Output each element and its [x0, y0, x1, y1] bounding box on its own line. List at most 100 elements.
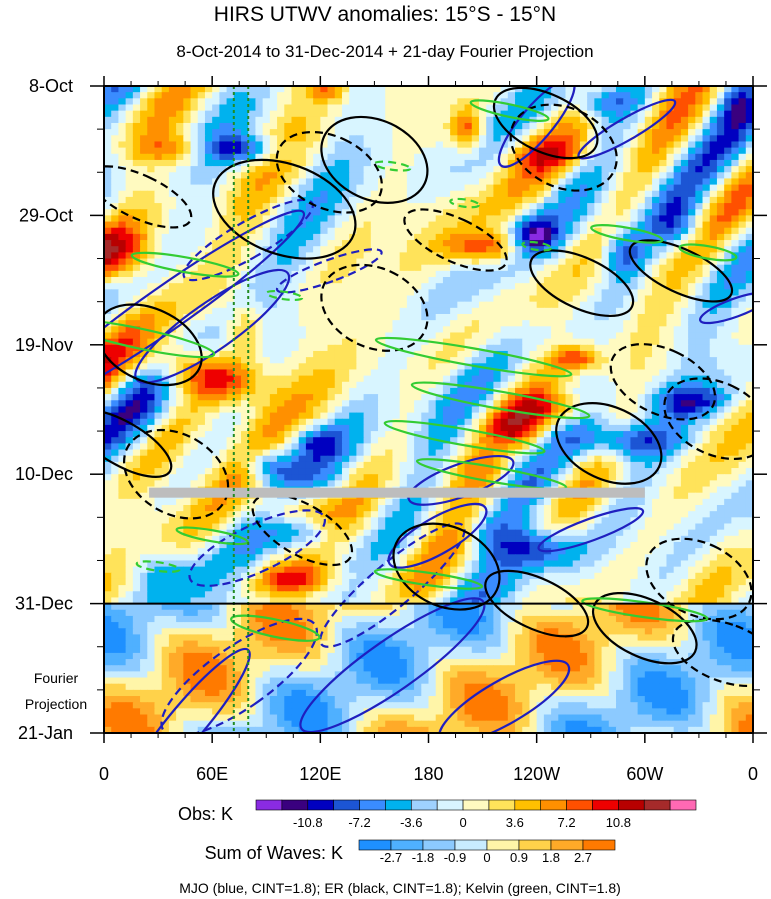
heatmap-cell	[630, 387, 639, 395]
heatmap-cell	[536, 184, 545, 192]
heatmap-cell	[183, 227, 192, 235]
heatmap-cell	[543, 203, 552, 210]
heatmap-cell	[745, 375, 753, 383]
heatmap-cell	[284, 350, 293, 358]
heatmap-cell	[493, 196, 502, 204]
heatmap-cell	[594, 104, 603, 112]
heatmap-cell	[464, 116, 473, 124]
heatmap-cell	[680, 332, 689, 340]
heatmap-cell	[298, 264, 307, 272]
heatmap-cell	[716, 400, 725, 408]
heatmap-cell	[507, 147, 516, 155]
heatmap-cell	[745, 258, 753, 266]
heatmap-cell	[493, 172, 502, 180]
heatmap-cell	[161, 159, 170, 167]
heatmap-cell	[522, 313, 531, 321]
heatmap-cell	[450, 116, 458, 124]
heatmap-cell	[421, 418, 430, 426]
heatmap-cell	[320, 221, 329, 229]
heatmap-cell	[406, 227, 415, 235]
heatmap-cell	[587, 313, 595, 321]
heatmap-cell	[565, 277, 574, 284]
heatmap-cell	[190, 295, 199, 303]
heatmap-cell	[450, 233, 458, 241]
heatmap-cell	[608, 363, 617, 371]
heatmap-cell	[204, 350, 213, 358]
heatmap-cell	[659, 147, 668, 155]
heatmap-cell	[688, 92, 696, 99]
heatmap-cell	[305, 277, 314, 284]
heatmap-cell	[421, 240, 430, 247]
heatmap-cell	[241, 215, 249, 223]
heatmap-cell	[558, 313, 567, 321]
heatmap-cell	[277, 369, 285, 377]
heatmap-cell	[248, 110, 257, 118]
heatmap-cell	[212, 215, 220, 223]
heatmap-cell	[478, 178, 487, 186]
heatmap-cell	[132, 332, 141, 340]
heatmap-cell	[385, 209, 394, 216]
heatmap-cell	[269, 92, 278, 99]
heatmap-cell	[587, 394, 595, 401]
heatmap-cell	[529, 412, 538, 420]
heatmap-cell	[652, 387, 660, 395]
heatmap-cell	[327, 424, 336, 432]
heatmap-cell	[695, 301, 704, 309]
heatmap-cell	[500, 307, 509, 315]
heatmap-cell	[298, 406, 307, 414]
heatmap-cell	[500, 104, 509, 112]
heatmap-cell	[536, 178, 545, 186]
heatmap-cell	[615, 357, 624, 364]
heatmap-cell	[716, 116, 725, 124]
heatmap-cell	[190, 246, 199, 253]
heatmap-cell	[572, 326, 581, 334]
heatmap-cell	[543, 320, 552, 327]
heatmap-cell	[154, 270, 163, 278]
heatmap-cell	[731, 153, 740, 161]
heatmap-cell	[277, 110, 285, 118]
heatmap-cell	[623, 338, 632, 346]
heatmap-cell	[378, 203, 386, 210]
heatmap-cell	[558, 412, 567, 420]
heatmap-cell	[320, 387, 329, 395]
heatmap-cell	[594, 153, 603, 161]
heatmap-cell	[305, 357, 314, 364]
heatmap-cell	[623, 178, 632, 186]
heatmap-cell	[399, 116, 408, 124]
heatmap-cell	[507, 332, 516, 340]
heatmap-cell	[486, 301, 494, 309]
heatmap-cell	[688, 246, 696, 253]
heatmap-cell	[579, 363, 588, 371]
heatmap-cell	[745, 338, 753, 346]
heatmap-cell	[493, 166, 502, 173]
heatmap-cell	[724, 412, 732, 420]
heatmap-cell	[406, 375, 415, 383]
heatmap-cell	[680, 104, 689, 112]
heatmap-cell	[327, 135, 336, 143]
heatmap-cell	[241, 320, 249, 327]
heatmap-cell	[370, 159, 379, 167]
heatmap-cell	[248, 301, 257, 309]
heatmap-cell	[652, 233, 660, 241]
heatmap-cell	[536, 153, 545, 161]
heatmap-cell	[608, 381, 617, 389]
heatmap-cell	[176, 172, 184, 180]
heatmap-cell	[370, 135, 379, 143]
heatmap-cell	[522, 86, 531, 93]
heatmap-cell	[190, 110, 199, 118]
heatmap-cell	[176, 184, 184, 192]
heatmap-cell	[421, 159, 430, 167]
heatmap-cell	[378, 406, 386, 414]
heatmap-cell	[652, 289, 660, 297]
heatmap-cell	[284, 196, 293, 204]
heatmap-cell	[450, 209, 458, 216]
heatmap-cell	[623, 141, 632, 149]
heatmap-cell	[168, 203, 177, 210]
heatmap-cell	[745, 209, 753, 216]
heatmap-cell	[702, 86, 711, 93]
heatmap-cell	[493, 141, 502, 149]
heatmap-cell	[652, 320, 660, 327]
heatmap-cell	[709, 369, 718, 377]
heatmap-cell	[111, 227, 120, 235]
